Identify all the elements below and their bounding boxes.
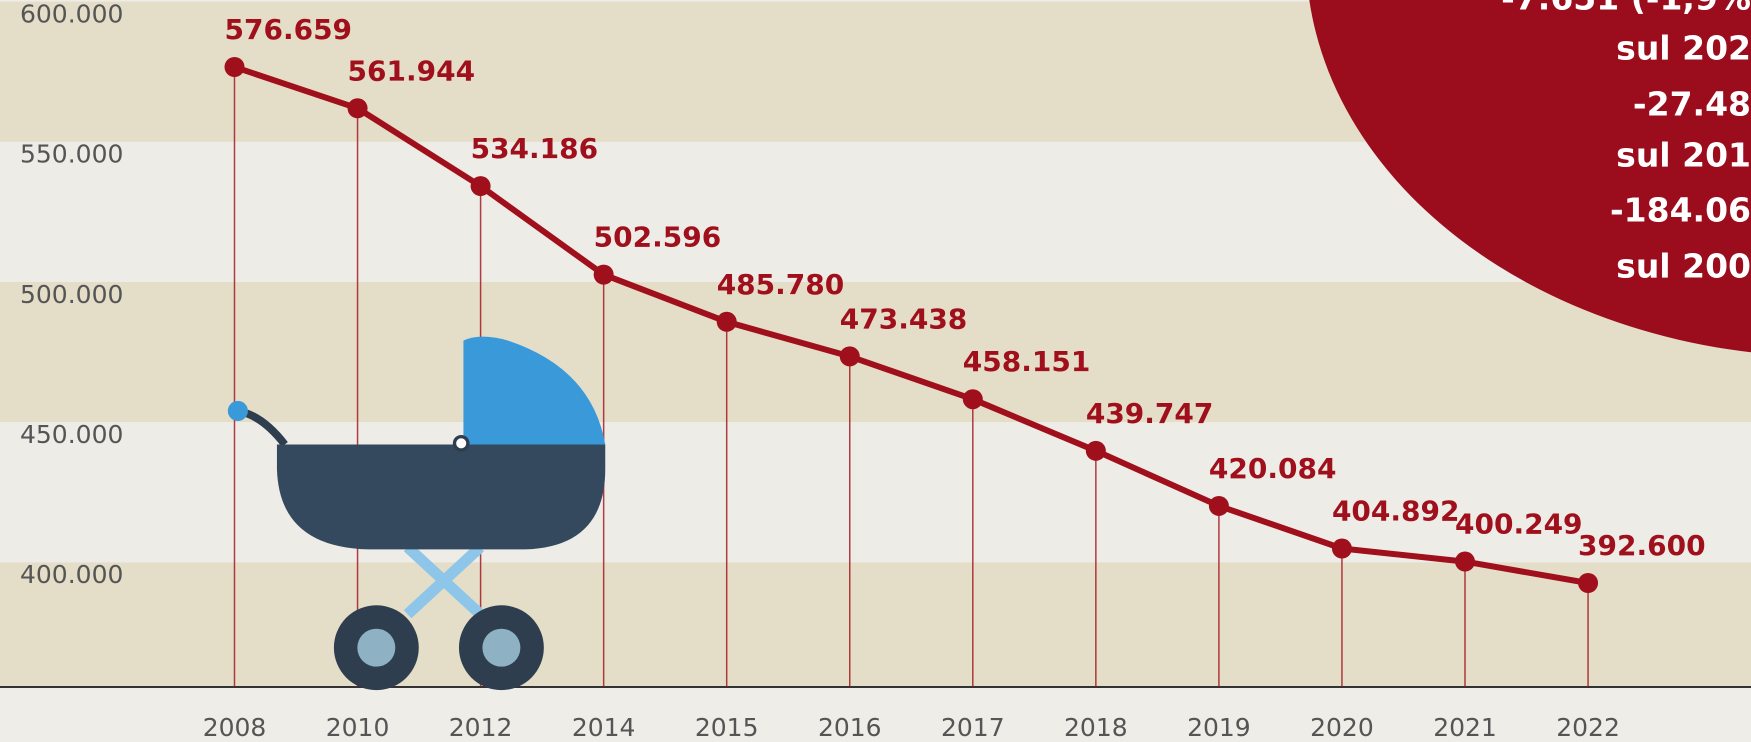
point: [1208, 495, 1229, 516]
annotation-line: sul 201: [1616, 136, 1751, 175]
x-tick-label: 2015: [695, 713, 759, 742]
value-label: 473.438: [840, 302, 968, 335]
point: [1085, 440, 1106, 461]
value-label: 561.944: [348, 54, 476, 87]
callout-circle: [1309, 0, 1751, 353]
band: [0, 0, 1751, 2]
x-tick-label: 2008: [203, 713, 267, 742]
value-label: 420.084: [1209, 452, 1337, 485]
x-tick-label: 2012: [449, 713, 513, 742]
value-label: 439.747: [1086, 397, 1214, 430]
annotation-line: -7.651 (-1,9%: [1501, 0, 1751, 18]
band: [0, 562, 1751, 687]
point: [1331, 538, 1352, 559]
x-tick-label: 2018: [1064, 713, 1128, 742]
point: [593, 264, 614, 285]
value-label: 485.780: [717, 268, 845, 301]
x-tick-label: 2016: [818, 713, 882, 742]
point: [839, 346, 860, 367]
x-tick-label: 2017: [941, 713, 1005, 742]
y-tick-label: 400.000: [20, 560, 123, 589]
point: [716, 311, 737, 332]
y-tick-label: 600.000: [20, 0, 123, 29]
annotation-line: sul 202: [1616, 29, 1751, 68]
value-label: 404.892: [1332, 495, 1460, 528]
line: [233, 64, 1589, 586]
y-tick-label: 450.000: [20, 420, 123, 449]
x-tick-label: 2010: [326, 713, 390, 742]
plot: 576.659 2008 561.944 2010 534.186 2012 502.596…: [0, 13, 1751, 742]
stroller: [227, 336, 606, 691]
value-label: 534.186: [471, 132, 599, 165]
value-label: 458.151: [963, 345, 1091, 378]
value-label: 576.659: [225, 13, 353, 46]
x-tick-label: 2020: [1310, 713, 1374, 742]
annotation-line: -184.06: [1610, 191, 1751, 230]
value-label: 392.600: [1578, 529, 1706, 562]
x-tick-label: 2021: [1433, 713, 1497, 742]
annotation-line: sul 200: [1616, 247, 1751, 286]
band: [0, 422, 1751, 563]
point: [347, 98, 368, 119]
y-tick-label: 500.000: [20, 280, 123, 309]
x-tick-label: 2022: [1556, 713, 1620, 742]
point: [1578, 572, 1599, 593]
value-label: 502.596: [594, 221, 722, 254]
band: [0, 281, 1751, 423]
annotation-line: -27.48: [1633, 85, 1751, 124]
point: [1455, 551, 1475, 572]
annotation: -7.651 (-1,9% sul 202 -27.48 sul 201 -184.06…: [1501, 0, 1751, 286]
x-tick-label: 2014: [572, 713, 636, 742]
point: [470, 176, 491, 197]
y-tick-label: 550.000: [20, 140, 123, 169]
point: [224, 57, 245, 78]
point: [962, 389, 983, 410]
value-label: 400.249: [1455, 508, 1583, 541]
x-tick-label: 2019: [1187, 713, 1251, 742]
